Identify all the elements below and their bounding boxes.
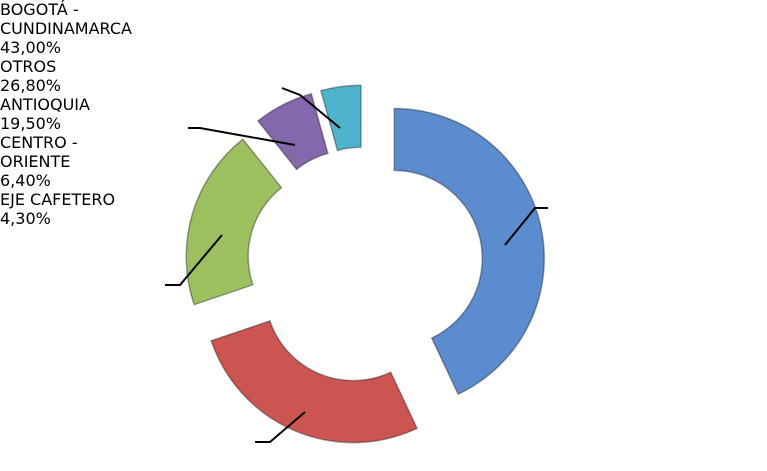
- value-label: 26,80%: [0, 76, 62, 95]
- category-label: EJE CAFETERO: [0, 190, 116, 209]
- value-label: 4,30%: [0, 209, 51, 228]
- leader-lines: [165, 87, 548, 443]
- value-label: 43,00%: [0, 38, 62, 57]
- leader-line: [504, 207, 548, 246]
- category-label: BOGOTÁ - CUNDINAMARCA: [0, 0, 132, 38]
- leader-line: [255, 411, 306, 443]
- donut-segment: [210, 319, 419, 444]
- donut-segment: [256, 92, 329, 171]
- leader-line: [281, 87, 341, 129]
- data-label: ANTIOQUIA 19,50%: [0, 95, 170, 133]
- category-label: OTROS: [0, 57, 57, 76]
- leader-line: [188, 127, 296, 146]
- donut-segment: [320, 84, 362, 152]
- data-label: CENTRO - ORIENTE 6,40%: [0, 133, 150, 190]
- category-label: CENTRO - ORIENTE: [0, 133, 78, 171]
- value-label: 6,40%: [0, 171, 51, 190]
- leader-line: [165, 234, 223, 286]
- data-label: BOGOTÁ - CUNDINAMARCA 43,00%: [0, 0, 210, 57]
- donut-segment: [393, 107, 546, 396]
- category-label: ANTIOQUIA: [0, 95, 90, 114]
- data-label: OTROS 26,80%: [0, 57, 160, 95]
- data-label: EJE CAFETERO 4,30%: [0, 190, 130, 228]
- value-label: 19,50%: [0, 114, 62, 133]
- donut-segment: [185, 138, 283, 306]
